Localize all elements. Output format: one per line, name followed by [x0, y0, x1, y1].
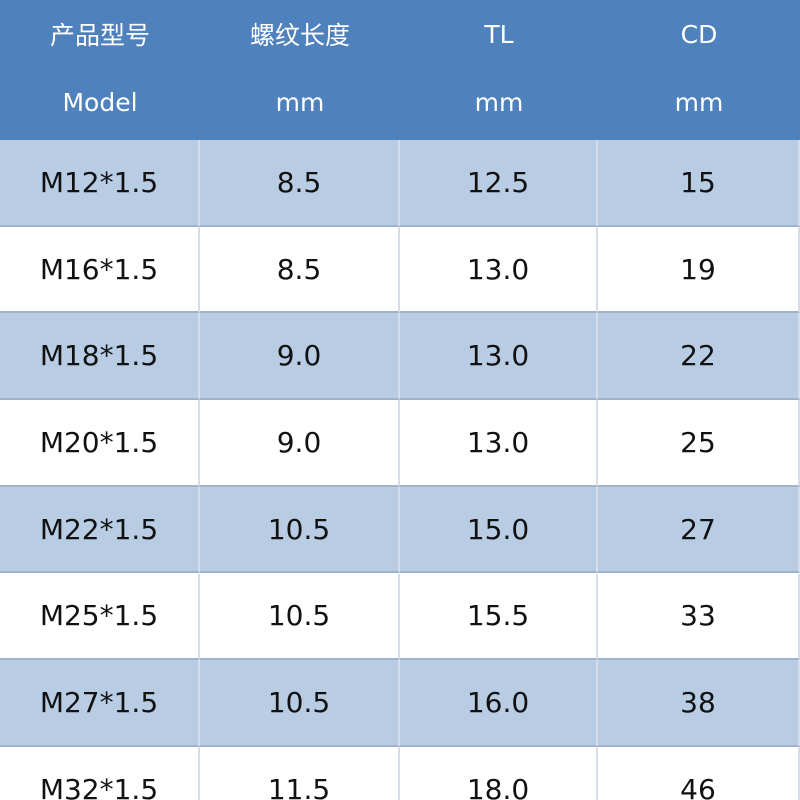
header-cell: mm: [474, 87, 524, 117]
table-cell: 15.0: [400, 486, 598, 574]
table-cell: M25*1.5: [0, 573, 200, 661]
table-cell: 16.0: [400, 660, 598, 747]
table-cell: 12.5: [400, 140, 598, 227]
table-cell: 38: [598, 660, 800, 747]
table-cell: 9.0: [200, 313, 400, 401]
table-cell: 13.0: [400, 400, 598, 487]
table-cell: 10.5: [200, 660, 400, 747]
header-cell: TL: [484, 19, 514, 49]
header-cell: Model: [62, 87, 138, 117]
table-cell: M27*1.5: [0, 660, 200, 747]
header-cell: CD: [680, 19, 718, 49]
header-cell: mm: [674, 87, 724, 117]
table-cell: 13.0: [400, 313, 598, 401]
table-cell: M16*1.5: [0, 226, 200, 314]
table-cell: 13.0: [400, 226, 598, 314]
table-cell: 18.0: [400, 746, 598, 800]
table-cell: 19: [598, 226, 800, 314]
table-cell: 25: [598, 400, 800, 487]
header: [0, 0, 800, 140]
header-cell: mm: [275, 87, 325, 117]
table-cell: 8.5: [200, 140, 400, 227]
header-cell: 产品型号: [49, 21, 150, 50]
table-cell: 10.5: [200, 486, 400, 574]
table-cell: 10.5: [200, 573, 400, 661]
table-cell: M18*1.5: [0, 313, 200, 401]
table-cell: M20*1.5: [0, 400, 200, 487]
table-cell: 11.5: [200, 746, 400, 800]
table-cell: M22*1.5: [0, 486, 200, 574]
header-cell: 螺纹长度: [249, 21, 350, 50]
table-cell: 27: [598, 486, 800, 574]
table-cell: 22: [598, 313, 800, 401]
table-cell: 9.0: [200, 400, 400, 487]
table-cell: 8.5: [200, 226, 400, 314]
table-cell: 15.5: [400, 573, 598, 661]
table-cell: 15: [598, 140, 800, 227]
table-cell: M32*1.5: [0, 746, 200, 800]
table-cell: M12*1.5: [0, 140, 200, 227]
table-cell: 33: [598, 573, 800, 661]
table-cell: 46: [598, 746, 800, 800]
